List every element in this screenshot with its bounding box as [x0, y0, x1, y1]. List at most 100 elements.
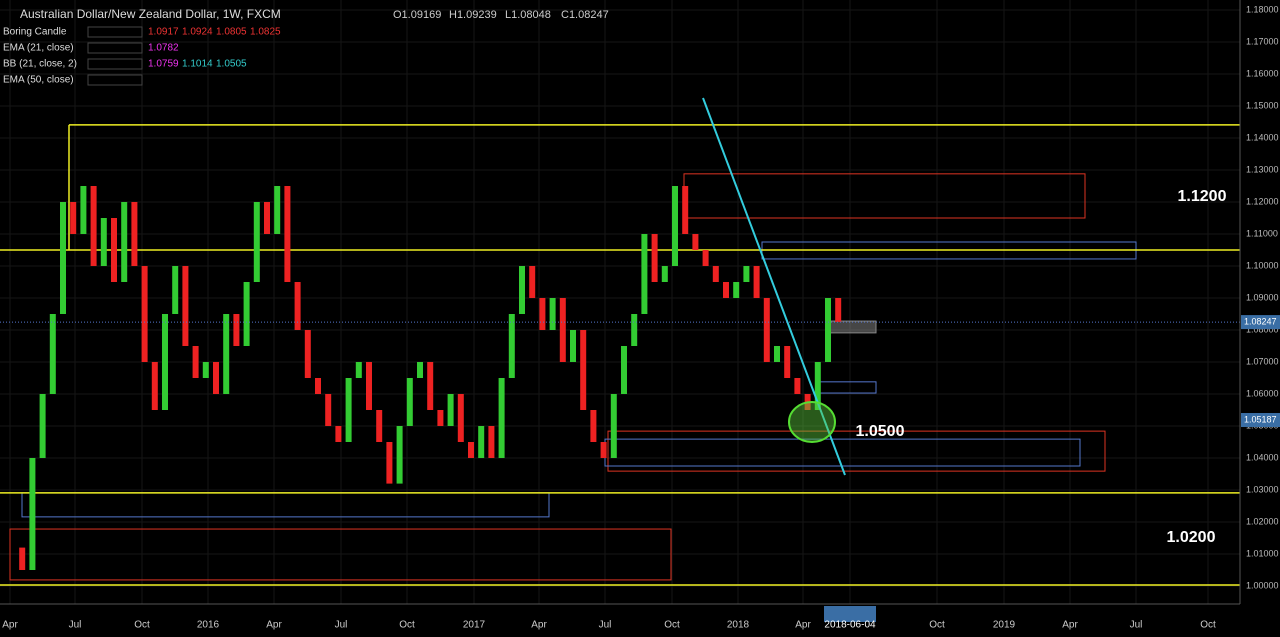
price-label: 1.07000	[1246, 356, 1279, 366]
candle	[304, 330, 311, 378]
candle	[498, 378, 505, 458]
candle	[192, 346, 199, 378]
candle	[29, 458, 36, 570]
candle	[784, 346, 791, 378]
candle	[590, 410, 597, 442]
time-label: Jul	[335, 620, 348, 631]
price-label: 1.02000	[1246, 516, 1279, 526]
price-label: 1.09000	[1246, 292, 1279, 302]
candle	[631, 314, 638, 346]
annotation: 1.0500	[856, 423, 905, 440]
price-label: 1.15000	[1246, 100, 1279, 110]
time-label: Oct	[664, 620, 680, 631]
candle	[19, 547, 26, 570]
candle	[610, 394, 617, 458]
candle	[661, 266, 668, 282]
indicator-name[interactable]: EMA (50, close)	[3, 75, 74, 86]
candle	[325, 394, 332, 426]
price-tag	[1241, 413, 1280, 428]
candle	[723, 282, 729, 298]
candle	[294, 282, 301, 330]
indicator-value: 1.0759	[148, 59, 179, 70]
price-label: 1.11000	[1246, 228, 1278, 238]
candle	[529, 266, 536, 298]
price-label: 1.01000	[1246, 548, 1279, 558]
candle	[345, 378, 352, 442]
time-label: Oct	[399, 620, 415, 631]
time-label: 2018-06-04	[824, 620, 876, 631]
price-label: 1.04000	[1246, 452, 1279, 462]
candle	[90, 186, 97, 266]
price-label: 1.03000	[1246, 484, 1279, 494]
indicator-controls[interactable]	[87, 42, 143, 54]
zone	[829, 320, 877, 334]
candle	[172, 266, 179, 314]
candle	[549, 298, 556, 330]
candle	[814, 362, 821, 410]
candle	[794, 378, 801, 394]
indicator-value: 1.0924	[182, 27, 213, 38]
price-label: 1.06000	[1246, 388, 1279, 398]
ohlc-value: H1.09239	[449, 9, 497, 21]
candle	[651, 234, 658, 282]
indicator-name[interactable]: EMA (21, close)	[3, 43, 74, 54]
candle	[753, 266, 760, 298]
candle	[733, 282, 740, 298]
annotation: 1.0200	[1167, 529, 1216, 546]
price-label: 1.18000	[1246, 4, 1279, 14]
candle	[386, 442, 393, 484]
candle	[539, 298, 546, 330]
indicator-value: 1.1014	[182, 59, 213, 70]
candle	[264, 202, 270, 234]
time-label: 2018	[727, 620, 750, 631]
price-label: 1.14000	[1246, 132, 1279, 142]
candle	[151, 362, 158, 410]
candle	[621, 346, 627, 394]
candle	[702, 250, 709, 266]
indicator-value: 1.0782	[148, 43, 179, 54]
candle	[600, 442, 607, 458]
time-label: Oct	[1200, 620, 1216, 631]
time-label: Apr	[531, 620, 547, 631]
ohlc-value: L1.08048	[505, 9, 551, 21]
candle	[835, 298, 842, 322]
price-tag-label: 1.08247	[1244, 316, 1277, 326]
candle	[274, 186, 281, 234]
candle	[427, 362, 434, 410]
candle	[315, 378, 321, 394]
candle	[743, 266, 750, 282]
indicator-name[interactable]: BB (21, close, 2)	[3, 59, 77, 70]
time-label: Apr	[2, 620, 18, 631]
time-label: Oct	[134, 620, 150, 631]
time-label: 2016	[197, 620, 220, 631]
candle	[508, 314, 515, 378]
candle	[580, 330, 587, 410]
zone	[607, 430, 1106, 472]
candle	[39, 394, 46, 458]
candle	[437, 410, 444, 426]
candle	[223, 314, 230, 394]
price-tag	[1241, 315, 1280, 330]
trendline	[702, 97, 846, 476]
candle	[49, 314, 56, 394]
indicator-controls[interactable]	[87, 26, 143, 38]
candle	[233, 314, 240, 346]
candle	[162, 314, 168, 410]
symbol-title[interactable]: Australian Dollar/New Zealand Dollar, 1W…	[20, 7, 281, 21]
candle	[406, 378, 413, 426]
candle	[80, 186, 87, 234]
indicator-value: 1.0505	[216, 59, 247, 70]
time-label: Jul	[69, 620, 82, 631]
candle	[366, 362, 372, 410]
candle	[284, 186, 291, 282]
time-label: Jul	[1130, 620, 1143, 631]
indicator-controls[interactable]	[87, 74, 143, 86]
indicator-name[interactable]: Boring Candle	[3, 27, 67, 38]
candle	[672, 186, 678, 266]
indicator-controls[interactable]	[87, 58, 143, 70]
candle	[682, 186, 689, 234]
candle	[692, 234, 699, 250]
price-label: 1.00000	[1246, 580, 1279, 590]
candle	[712, 266, 719, 282]
